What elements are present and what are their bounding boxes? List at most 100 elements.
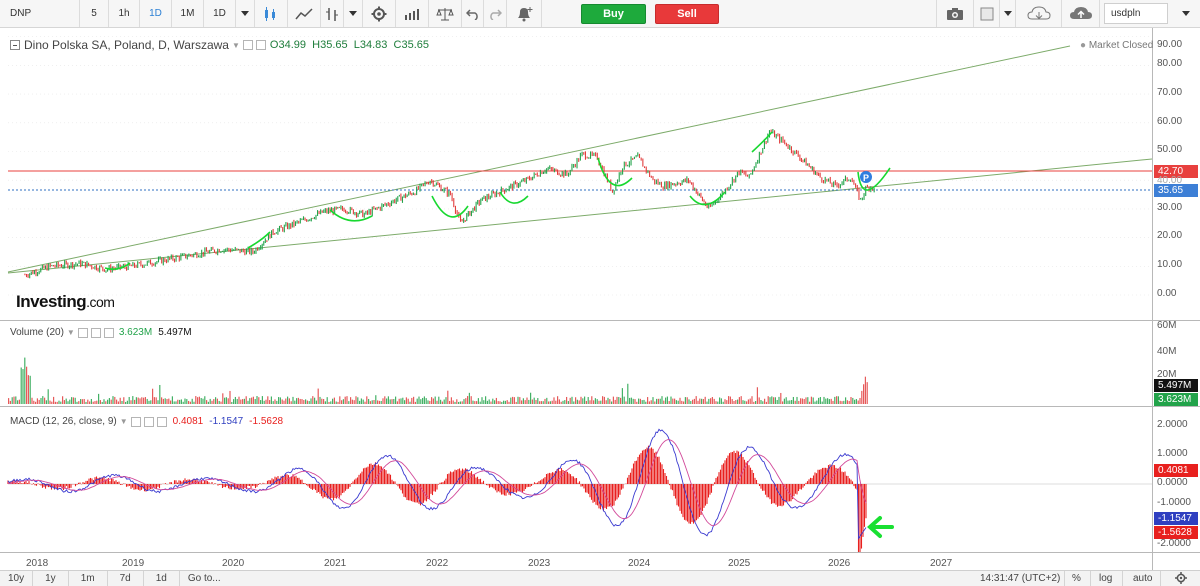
buy-button[interactable]: Buy <box>581 4 646 24</box>
volume-bar <box>805 397 807 404</box>
settings-button[interactable] <box>363 0 396 27</box>
pane-settings-icon[interactable] <box>77 327 88 338</box>
scales-icon <box>436 7 454 20</box>
upper-trendline[interactable] <box>7 45 1071 273</box>
volume-bar <box>130 400 132 404</box>
volume-bar <box>504 400 506 404</box>
cloud-load-button[interactable] <box>1016 0 1062 27</box>
layout-caret-button[interactable] <box>1000 0 1016 27</box>
main-legend: Dino Polska SA, Poland, D, Warszawa ▼ O3… <box>10 38 429 52</box>
pattern-curves <box>104 131 891 270</box>
volume-bar <box>258 397 260 404</box>
screenshot-button[interactable] <box>936 0 974 27</box>
range-1d[interactable]: 1d <box>144 571 180 586</box>
chart-settings-button[interactable] <box>1160 571 1187 586</box>
pane-close-icon[interactable] <box>103 327 114 338</box>
range-10y[interactable]: 10y <box>0 571 34 586</box>
alert-button[interactable] <box>507 0 542 27</box>
range-7d[interactable]: 7d <box>108 571 144 586</box>
volume-bar <box>152 388 154 404</box>
volume-bar <box>382 398 384 404</box>
volume-bar <box>863 384 865 404</box>
chevron-down-icon[interactable]: ▼ <box>119 417 128 426</box>
macd-title: MACD (12, 26, close, 9) <box>10 416 117 427</box>
volume-bar <box>526 397 528 404</box>
interval-1d[interactable]: 1D <box>140 0 172 27</box>
auto-toggle[interactable]: auto <box>1122 571 1162 586</box>
volume-bar <box>580 396 582 404</box>
chart-type-caret-button[interactable] <box>344 0 363 27</box>
volume-bar <box>153 397 155 404</box>
volume-bar <box>45 400 47 404</box>
volume-bar <box>49 400 51 404</box>
volume-bar <box>699 398 701 404</box>
volume-bar <box>677 400 679 404</box>
volume-bar <box>607 397 609 404</box>
sell-button[interactable]: Sell <box>655 4 719 24</box>
pane-close-icon[interactable] <box>156 416 167 427</box>
bell-icon <box>518 6 533 21</box>
volume-bar <box>40 397 42 404</box>
compare-button[interactable] <box>429 0 462 27</box>
macd-hist-badge: 0.4081 <box>1154 464 1198 477</box>
volume-bar <box>378 400 380 404</box>
cloud-save-button[interactable] <box>1062 0 1100 27</box>
line-chart-button[interactable] <box>288 0 321 27</box>
volume-bar <box>319 396 321 404</box>
volume-bar <box>738 397 740 404</box>
log-toggle[interactable]: log <box>1090 571 1120 586</box>
interval-1m[interactable]: 1M <box>172 0 204 27</box>
pane-close-icon[interactable] <box>255 40 266 50</box>
goto-button[interactable]: Go to... <box>187 573 221 584</box>
volume-bar <box>20 367 22 404</box>
symbol-input[interactable]: DNP <box>0 0 80 27</box>
indicators-button[interactable] <box>396 0 429 27</box>
interval-caret-button[interactable] <box>236 0 255 27</box>
pane-settings-icon[interactable] <box>242 40 253 50</box>
volume-bar <box>330 401 332 404</box>
volume-bar <box>351 399 353 404</box>
logo-suffix: .com <box>86 294 115 310</box>
volume-bar <box>450 397 452 404</box>
volume-bar <box>238 396 240 404</box>
interval-1h[interactable]: 1h <box>109 0 140 27</box>
indicators-icon <box>405 8 419 20</box>
chevron-down-icon[interactable]: ▼ <box>66 328 75 337</box>
lower-trendline[interactable] <box>7 158 1152 274</box>
collapse-pane-icon[interactable] <box>10 40 20 50</box>
price-tick: 20.00 <box>1157 230 1183 241</box>
interval-dropdown[interactable]: 1D <box>204 0 236 27</box>
range-1m[interactable]: 1m <box>69 571 108 586</box>
volume-bar <box>166 399 168 404</box>
volume-bar <box>94 401 96 404</box>
volume-bar <box>76 401 78 404</box>
pane-settings-icon[interactable] <box>130 416 141 427</box>
volume-bar <box>242 399 244 404</box>
volume-bar <box>654 401 656 404</box>
currency-caret-button[interactable] <box>1172 4 1200 24</box>
volume-bar <box>146 398 148 404</box>
volume-bar <box>443 399 445 404</box>
volume-bar <box>751 396 753 404</box>
currency-select[interactable]: usdpln <box>1104 3 1168 24</box>
chevron-down-icon[interactable]: ▼ <box>231 40 240 50</box>
price-chart[interactable]: P <box>0 28 1152 552</box>
pane-visibility-icon[interactable] <box>143 416 154 427</box>
bars-button[interactable] <box>321 0 344 27</box>
volume-bar <box>683 401 685 404</box>
undo-button[interactable] <box>462 0 484 27</box>
candles-button[interactable] <box>255 0 288 27</box>
percent-toggle[interactable]: % <box>1064 571 1088 586</box>
volume-bar <box>609 399 611 404</box>
pattern-marker[interactable] <box>860 171 872 183</box>
volume-bar <box>180 399 182 404</box>
layout-button[interactable] <box>974 0 1000 27</box>
volume-bar <box>150 400 152 404</box>
pane-visibility-icon[interactable] <box>90 327 101 338</box>
volume-bar <box>467 396 469 404</box>
interval-5[interactable]: 5 <box>80 0 109 27</box>
redo-button[interactable] <box>484 0 507 27</box>
macd-legend: MACD (12, 26, close, 9) ▼ 0.4081 -1.1547… <box>10 416 283 427</box>
range-1y[interactable]: 1y <box>33 571 69 586</box>
volume-bar <box>585 400 587 404</box>
